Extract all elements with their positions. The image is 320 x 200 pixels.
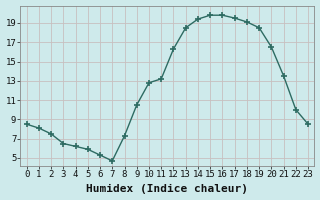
X-axis label: Humidex (Indice chaleur): Humidex (Indice chaleur) (86, 184, 248, 194)
